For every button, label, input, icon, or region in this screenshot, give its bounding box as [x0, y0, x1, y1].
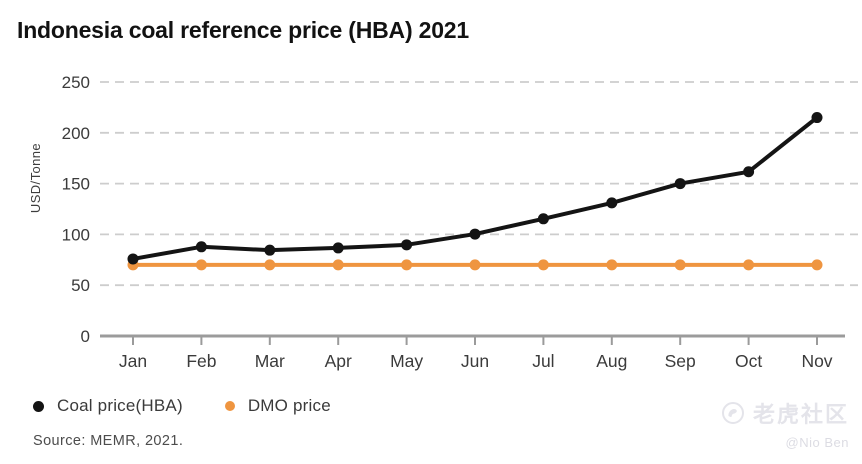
dmo-series-point [674, 259, 686, 271]
x-tick-label: Feb [186, 351, 216, 371]
watermark: 老虎社区 @Nio Ben [721, 397, 849, 450]
coal-series-point [674, 178, 686, 190]
y-tick-label: 0 [81, 327, 90, 346]
source-note: Source: MEMR, 2021. [33, 433, 184, 449]
dmo-series-point [743, 259, 755, 271]
y-tick-label: 50 [71, 276, 90, 295]
dmo-series-point [127, 259, 139, 271]
y-tick-label: 150 [62, 175, 90, 194]
x-tick-label: Aug [596, 351, 627, 371]
coal-series-point [264, 244, 276, 256]
y-tick-label: 200 [62, 124, 90, 143]
x-tick-label: May [390, 351, 423, 371]
dmo-series-point [195, 259, 207, 271]
coal-series-line [131, 115, 819, 261]
dmo-series-point [606, 259, 618, 271]
coal-series-point [401, 239, 413, 251]
y-tick-label: 250 [62, 73, 90, 92]
x-tick-label: Nov [801, 351, 832, 371]
coal-series-marker-icon [33, 400, 44, 412]
dmo-series-point [401, 259, 413, 271]
x-tick-label: Sep [665, 351, 696, 371]
coal-series-point [537, 213, 549, 225]
x-tick-label: Apr [325, 351, 352, 371]
x-tick-label: Jan [119, 351, 147, 371]
watermark-handle: @Nio Ben [785, 435, 849, 450]
x-tick-label: Oct [735, 351, 762, 371]
legend-item-coal-price: Coal price(HBA) [33, 396, 183, 416]
dmo-series-marker-icon [224, 401, 235, 411]
dmo-series-point [332, 259, 344, 271]
legend-label-coal-price: Coal price(HBA) [57, 396, 183, 415]
coal-series-point [127, 253, 139, 265]
y-axis-title: USD/Tonne [28, 143, 43, 214]
tiger-logo-icon [721, 402, 744, 424]
legend: Coal price(HBA) DMO price [33, 396, 331, 416]
y-tick-label: 100 [62, 225, 90, 244]
coal-series-point [195, 241, 207, 253]
legend-label-dmo-price: DMO price [247, 396, 331, 415]
x-tick-label: Jun [461, 351, 489, 371]
legend-item-dmo-price: DMO price [224, 396, 331, 416]
coal-series-point [606, 197, 618, 209]
coal-series-point [332, 242, 344, 254]
dmo-series-point [469, 259, 481, 271]
dmo-series-point [811, 259, 823, 271]
x-tick-label: Mar [255, 351, 285, 371]
x-tick-label: Jul [532, 351, 554, 371]
watermark-brand: 老虎社区 [752, 402, 849, 427]
coal-series-point [811, 112, 823, 124]
dmo-series-point [537, 259, 549, 271]
coal-series-point [743, 166, 755, 178]
chart-title: Indonesia coal reference price (HBA) 202… [17, 17, 469, 43]
coal-series-point [469, 228, 481, 240]
dmo-series-point [264, 259, 276, 271]
